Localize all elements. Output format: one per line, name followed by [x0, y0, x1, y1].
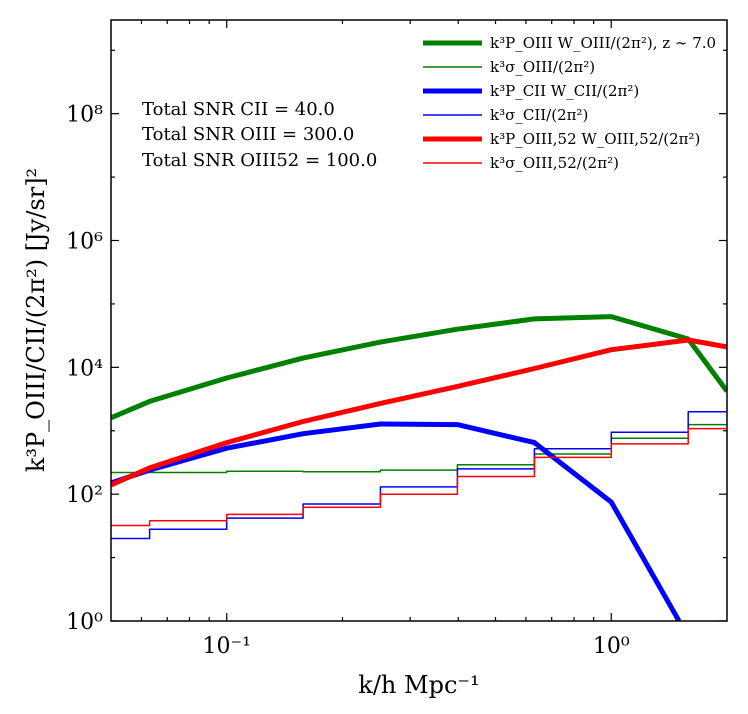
y-tick-label: 10⁸	[66, 103, 103, 128]
y-tick-label: 10⁶	[66, 230, 103, 255]
annotation-box: Total SNR CII = 40.0 Total SNR OIII = 30…	[142, 99, 377, 171]
series-0-line	[111, 314, 727, 421]
series-2-line	[111, 421, 682, 621]
x-tick-label: 10⁰	[593, 634, 630, 659]
series-layer	[111, 314, 727, 621]
legend-label-5: k³σ_OIII,52/(2π²)	[490, 154, 619, 172]
annotation-snr-oiii: Total SNR OIII = 300.0	[142, 124, 354, 145]
legend-label-2: k³P_CII W_CII/(2π²)	[490, 82, 639, 100]
y-tick-label: 10⁴	[66, 356, 103, 381]
series-4-line	[111, 337, 727, 488]
series-5-line	[111, 427, 727, 527]
legend-label-3: k³σ_CII/(2π²)	[490, 106, 588, 124]
y-tick-label: 10²	[66, 483, 103, 508]
legend-label-0: k³P_OIII W_OIII/(2π²), z ∼ 7.0	[490, 34, 716, 52]
legend: k³P_OIII W_OIII/(2π²), z ∼ 7.0 k³σ_OIII/(…	[423, 34, 716, 172]
annotation-snr-oiii52: Total SNR OIII52 = 100.0	[142, 150, 377, 171]
legend-label-1: k³σ_OIII/(2π²)	[490, 58, 595, 76]
ticks-layer: 10⁻¹ 10⁰ 10⁰ 10² 10⁴ 10⁶ 10⁸	[66, 20, 727, 659]
annotation-snr-cii: Total SNR CII = 40.0	[142, 99, 335, 120]
y-axis-title: k³P_OIII/CII/(2π²) [Jy/sr]²	[22, 168, 50, 472]
plot-frame	[110, 19, 728, 622]
series-3-line	[111, 410, 727, 540]
x-tick-label: 10⁻¹	[203, 634, 251, 659]
legend-label-4: k³P_OIII,52 W_OIII,52/(2π²)	[490, 130, 700, 148]
y-tick-label: 10⁰	[66, 610, 103, 635]
x-axis-title: k/h Mpc⁻¹	[358, 671, 479, 699]
